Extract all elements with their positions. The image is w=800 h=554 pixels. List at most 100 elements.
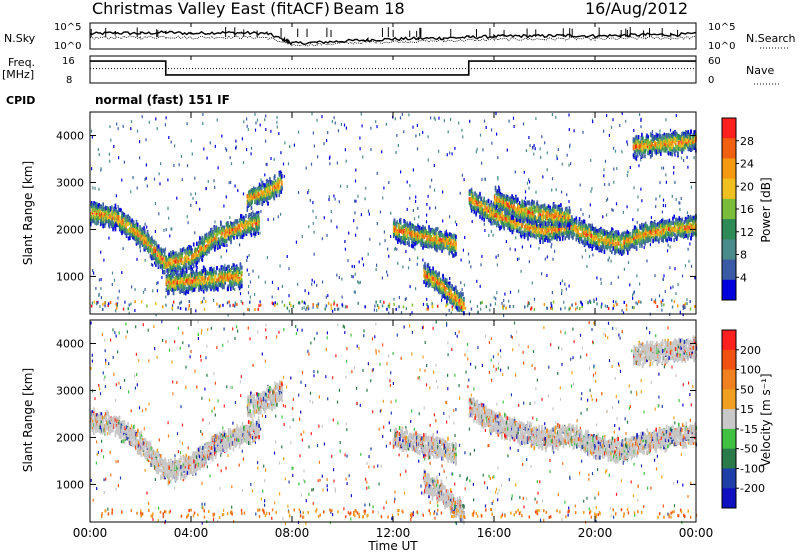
power-speckle [331,120,333,124]
power-speckle [403,130,405,134]
power-cell [223,228,226,233]
power-speckle [531,281,533,285]
power-cell [177,264,180,269]
power-cell [103,212,106,216]
power-cell [516,224,519,229]
power-cell [231,271,234,275]
power-cell [437,231,440,236]
power-speckle [259,231,261,235]
power-speckle [603,168,605,172]
power-speckle [387,247,389,251]
power-cell [192,264,195,269]
power-cell [95,216,98,221]
power-speckle [91,301,93,305]
power-cell [191,267,194,272]
power-speckle [640,187,642,191]
power-speckle [134,309,136,312]
power-cell [180,270,182,275]
power-cell [470,187,473,192]
power-speckle [295,240,297,244]
power-cell [238,231,241,236]
power-speckle [280,151,282,155]
power-cell [473,201,476,206]
power-speckle [669,266,671,270]
power-speckle [338,276,340,279]
power-speckle [694,276,696,280]
power-cell [411,239,413,244]
power-speckle [109,159,111,163]
power-cell [114,224,116,229]
power-cell [93,207,95,212]
power-cell [94,220,96,225]
power-cell [167,286,169,291]
cpid-label: CPID [6,94,35,107]
power-cell [163,248,165,253]
power-speckle [362,263,365,267]
power-speckle [646,259,648,263]
power-cell [205,247,207,252]
power-cell [195,263,197,268]
power-cell [241,270,243,275]
power-cell [188,245,191,250]
power-speckle [144,288,146,291]
power-cell [236,273,238,278]
power-cell [455,295,457,300]
power-cell [168,264,170,269]
power-speckle [301,306,303,310]
power-speckle [360,213,362,217]
power-cell [428,266,431,271]
power-cell [411,243,413,248]
power-speckle [503,314,505,317]
power-speckle [186,122,188,126]
power-cell [173,263,175,268]
power-cell [267,196,270,201]
power-speckle [93,271,95,275]
power-cell [191,282,194,287]
power-cell [401,230,403,235]
power-cell [155,243,158,248]
power-cell [102,214,104,219]
power-speckle [181,178,183,182]
power-cell [486,209,488,214]
power-cell [174,284,176,289]
power-speckle [287,162,290,166]
power-speckle [359,147,361,151]
power-speckle [117,127,119,131]
power-speckle [503,299,505,302]
power-cell [485,199,488,204]
power-cell [267,193,270,197]
power-speckle [442,190,444,194]
power-speckle [388,311,390,315]
power-speckle [443,119,445,123]
power-cell [423,264,425,269]
power-speckle [118,289,120,293]
power-cell [171,287,174,292]
power-cell [153,239,156,244]
power-cell [178,266,181,271]
power-speckle [626,205,628,209]
power-cell [453,287,455,292]
power-cell [541,227,544,232]
power-cell [154,252,157,257]
power-cell [413,230,415,235]
power-speckle [139,140,141,144]
power-speckle [501,301,503,305]
power-cell [151,235,153,240]
power-cell [280,177,283,181]
power-cell [437,241,440,246]
power-cell [215,284,217,289]
power-cell [110,216,112,221]
power-cell [187,254,190,259]
power-cell [261,191,264,195]
power-cell [477,194,479,199]
power-cell [435,235,438,240]
power-cell [418,230,421,235]
power-cell [401,225,403,230]
power-cell [537,230,539,235]
power-speckle [400,311,403,315]
power-cell [536,232,539,237]
power-speckle [661,166,663,170]
power-cell [182,284,184,288]
power-cell [238,281,241,286]
power-speckle [608,133,610,137]
